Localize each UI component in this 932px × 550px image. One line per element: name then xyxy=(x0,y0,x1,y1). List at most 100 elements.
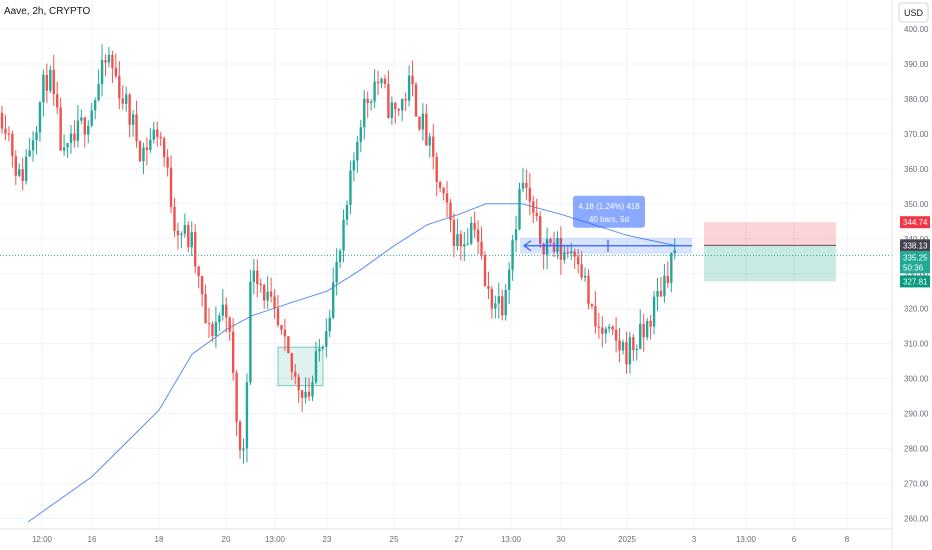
candle-body[interactable] xyxy=(649,320,652,327)
candle-body[interactable] xyxy=(635,349,638,351)
candle-body[interactable] xyxy=(411,75,414,85)
candle-body[interactable] xyxy=(194,232,197,267)
candle-body[interactable] xyxy=(390,102,394,118)
candle-body[interactable] xyxy=(283,329,287,337)
candle-body[interactable] xyxy=(256,270,259,285)
currency-button-label[interactable]: USD xyxy=(904,8,924,18)
candle-body[interactable] xyxy=(407,75,411,101)
candle-body[interactable] xyxy=(349,170,352,205)
candle-body[interactable] xyxy=(666,275,670,283)
candle-body[interactable] xyxy=(294,371,297,377)
candle-body[interactable] xyxy=(297,376,300,391)
candle-body[interactable] xyxy=(114,67,118,77)
candle-body[interactable] xyxy=(66,142,69,148)
time-axis[interactable]: 12:00 16 18 20 13:00 23 25 27 13:00 30 2025 3 13:00 6… xyxy=(32,535,850,544)
candle-body[interactable] xyxy=(90,110,93,126)
candle-body[interactable] xyxy=(504,289,507,316)
candle-body[interactable] xyxy=(366,98,369,103)
candle-body[interactable] xyxy=(476,229,480,242)
candle-body[interactable] xyxy=(497,296,500,304)
candle-body[interactable] xyxy=(35,132,38,141)
candle-body[interactable] xyxy=(570,251,573,254)
candle-body[interactable] xyxy=(559,237,563,260)
candle-body[interactable] xyxy=(0,112,4,129)
candle-body[interactable] xyxy=(149,139,152,151)
candle-body[interactable] xyxy=(670,253,673,283)
candle-body[interactable] xyxy=(645,320,649,338)
candle-body[interactable] xyxy=(418,116,421,130)
candle-body[interactable] xyxy=(545,239,549,255)
candle-body[interactable] xyxy=(470,222,473,244)
candle-body[interactable] xyxy=(401,99,404,111)
candle-body[interactable] xyxy=(621,342,625,351)
candle-body[interactable] xyxy=(314,351,318,383)
candle-body[interactable] xyxy=(356,142,359,161)
candle-body[interactable] xyxy=(328,317,331,332)
candle-body[interactable] xyxy=(221,304,224,316)
candle-body[interactable] xyxy=(187,224,190,248)
candle-body[interactable] xyxy=(21,169,24,181)
candle-body[interactable] xyxy=(190,232,193,248)
candle-body[interactable] xyxy=(204,294,207,324)
candle-body[interactable] xyxy=(166,156,169,168)
candle-body[interactable] xyxy=(276,308,280,326)
candle-body[interactable] xyxy=(449,202,452,220)
candle-body[interactable] xyxy=(183,224,187,234)
candle-body[interactable] xyxy=(290,353,293,372)
candle-body[interactable] xyxy=(18,169,21,176)
candle-body[interactable] xyxy=(280,325,283,330)
candle-body[interactable] xyxy=(197,266,200,276)
candle-body[interactable] xyxy=(518,188,521,230)
candle-body[interactable] xyxy=(307,391,311,397)
candle-body[interactable] xyxy=(200,275,204,295)
candle-body[interactable] xyxy=(459,234,463,247)
candle-body[interactable] xyxy=(45,74,49,91)
take-profit-zone[interactable] xyxy=(704,245,836,282)
candle-body[interactable] xyxy=(128,94,131,125)
candle-body[interactable] xyxy=(632,337,635,351)
candle-body[interactable] xyxy=(380,78,383,84)
candle-body[interactable] xyxy=(428,136,431,146)
candle-body[interactable] xyxy=(359,127,362,143)
candle-body[interactable] xyxy=(597,326,601,328)
candle-body[interactable] xyxy=(235,372,238,422)
candle-body[interactable] xyxy=(269,291,273,297)
candle-body[interactable] xyxy=(387,83,390,118)
candle-body[interactable] xyxy=(487,285,490,289)
candle-body[interactable] xyxy=(652,296,656,327)
candle-body[interactable] xyxy=(490,288,494,309)
candle-body[interactable] xyxy=(238,421,242,451)
candle-body[interactable] xyxy=(576,256,580,265)
candle-body[interactable] xyxy=(73,133,76,141)
candle-body[interactable] xyxy=(494,303,497,309)
candle-body[interactable] xyxy=(514,229,518,241)
candle-body[interactable] xyxy=(642,323,645,338)
candle-body[interactable] xyxy=(414,84,418,117)
candle-body[interactable] xyxy=(218,315,221,323)
candle-body[interactable] xyxy=(552,242,556,252)
candle-body[interactable] xyxy=(452,219,456,247)
candle-body[interactable] xyxy=(445,193,449,203)
candle-body[interactable] xyxy=(590,304,594,307)
candle-body[interactable] xyxy=(535,212,538,217)
candle-body[interactable] xyxy=(214,322,218,336)
candle-body[interactable] xyxy=(111,54,114,68)
candle-body[interactable] xyxy=(69,133,73,143)
candle-body[interactable] xyxy=(376,81,380,84)
candle-body[interactable] xyxy=(211,323,214,336)
candle-body[interactable] xyxy=(93,100,97,111)
candle-body[interactable] xyxy=(363,98,366,128)
candle-body[interactable] xyxy=(604,328,607,334)
candle-body[interactable] xyxy=(369,101,373,103)
candle-body[interactable] xyxy=(83,117,86,135)
candle-body[interactable] xyxy=(394,102,397,110)
candle-body[interactable] xyxy=(556,237,559,252)
candle-body[interactable] xyxy=(587,275,590,305)
candle-body[interactable] xyxy=(176,230,180,236)
candle-body[interactable] xyxy=(397,109,400,111)
candle-body[interactable] xyxy=(169,167,173,207)
candle-body[interactable] xyxy=(466,243,469,245)
measure-tool[interactable]: 4.18 (1.24%) 418 40 bars, 5d xyxy=(520,195,692,254)
candle-body[interactable] xyxy=(608,326,611,329)
